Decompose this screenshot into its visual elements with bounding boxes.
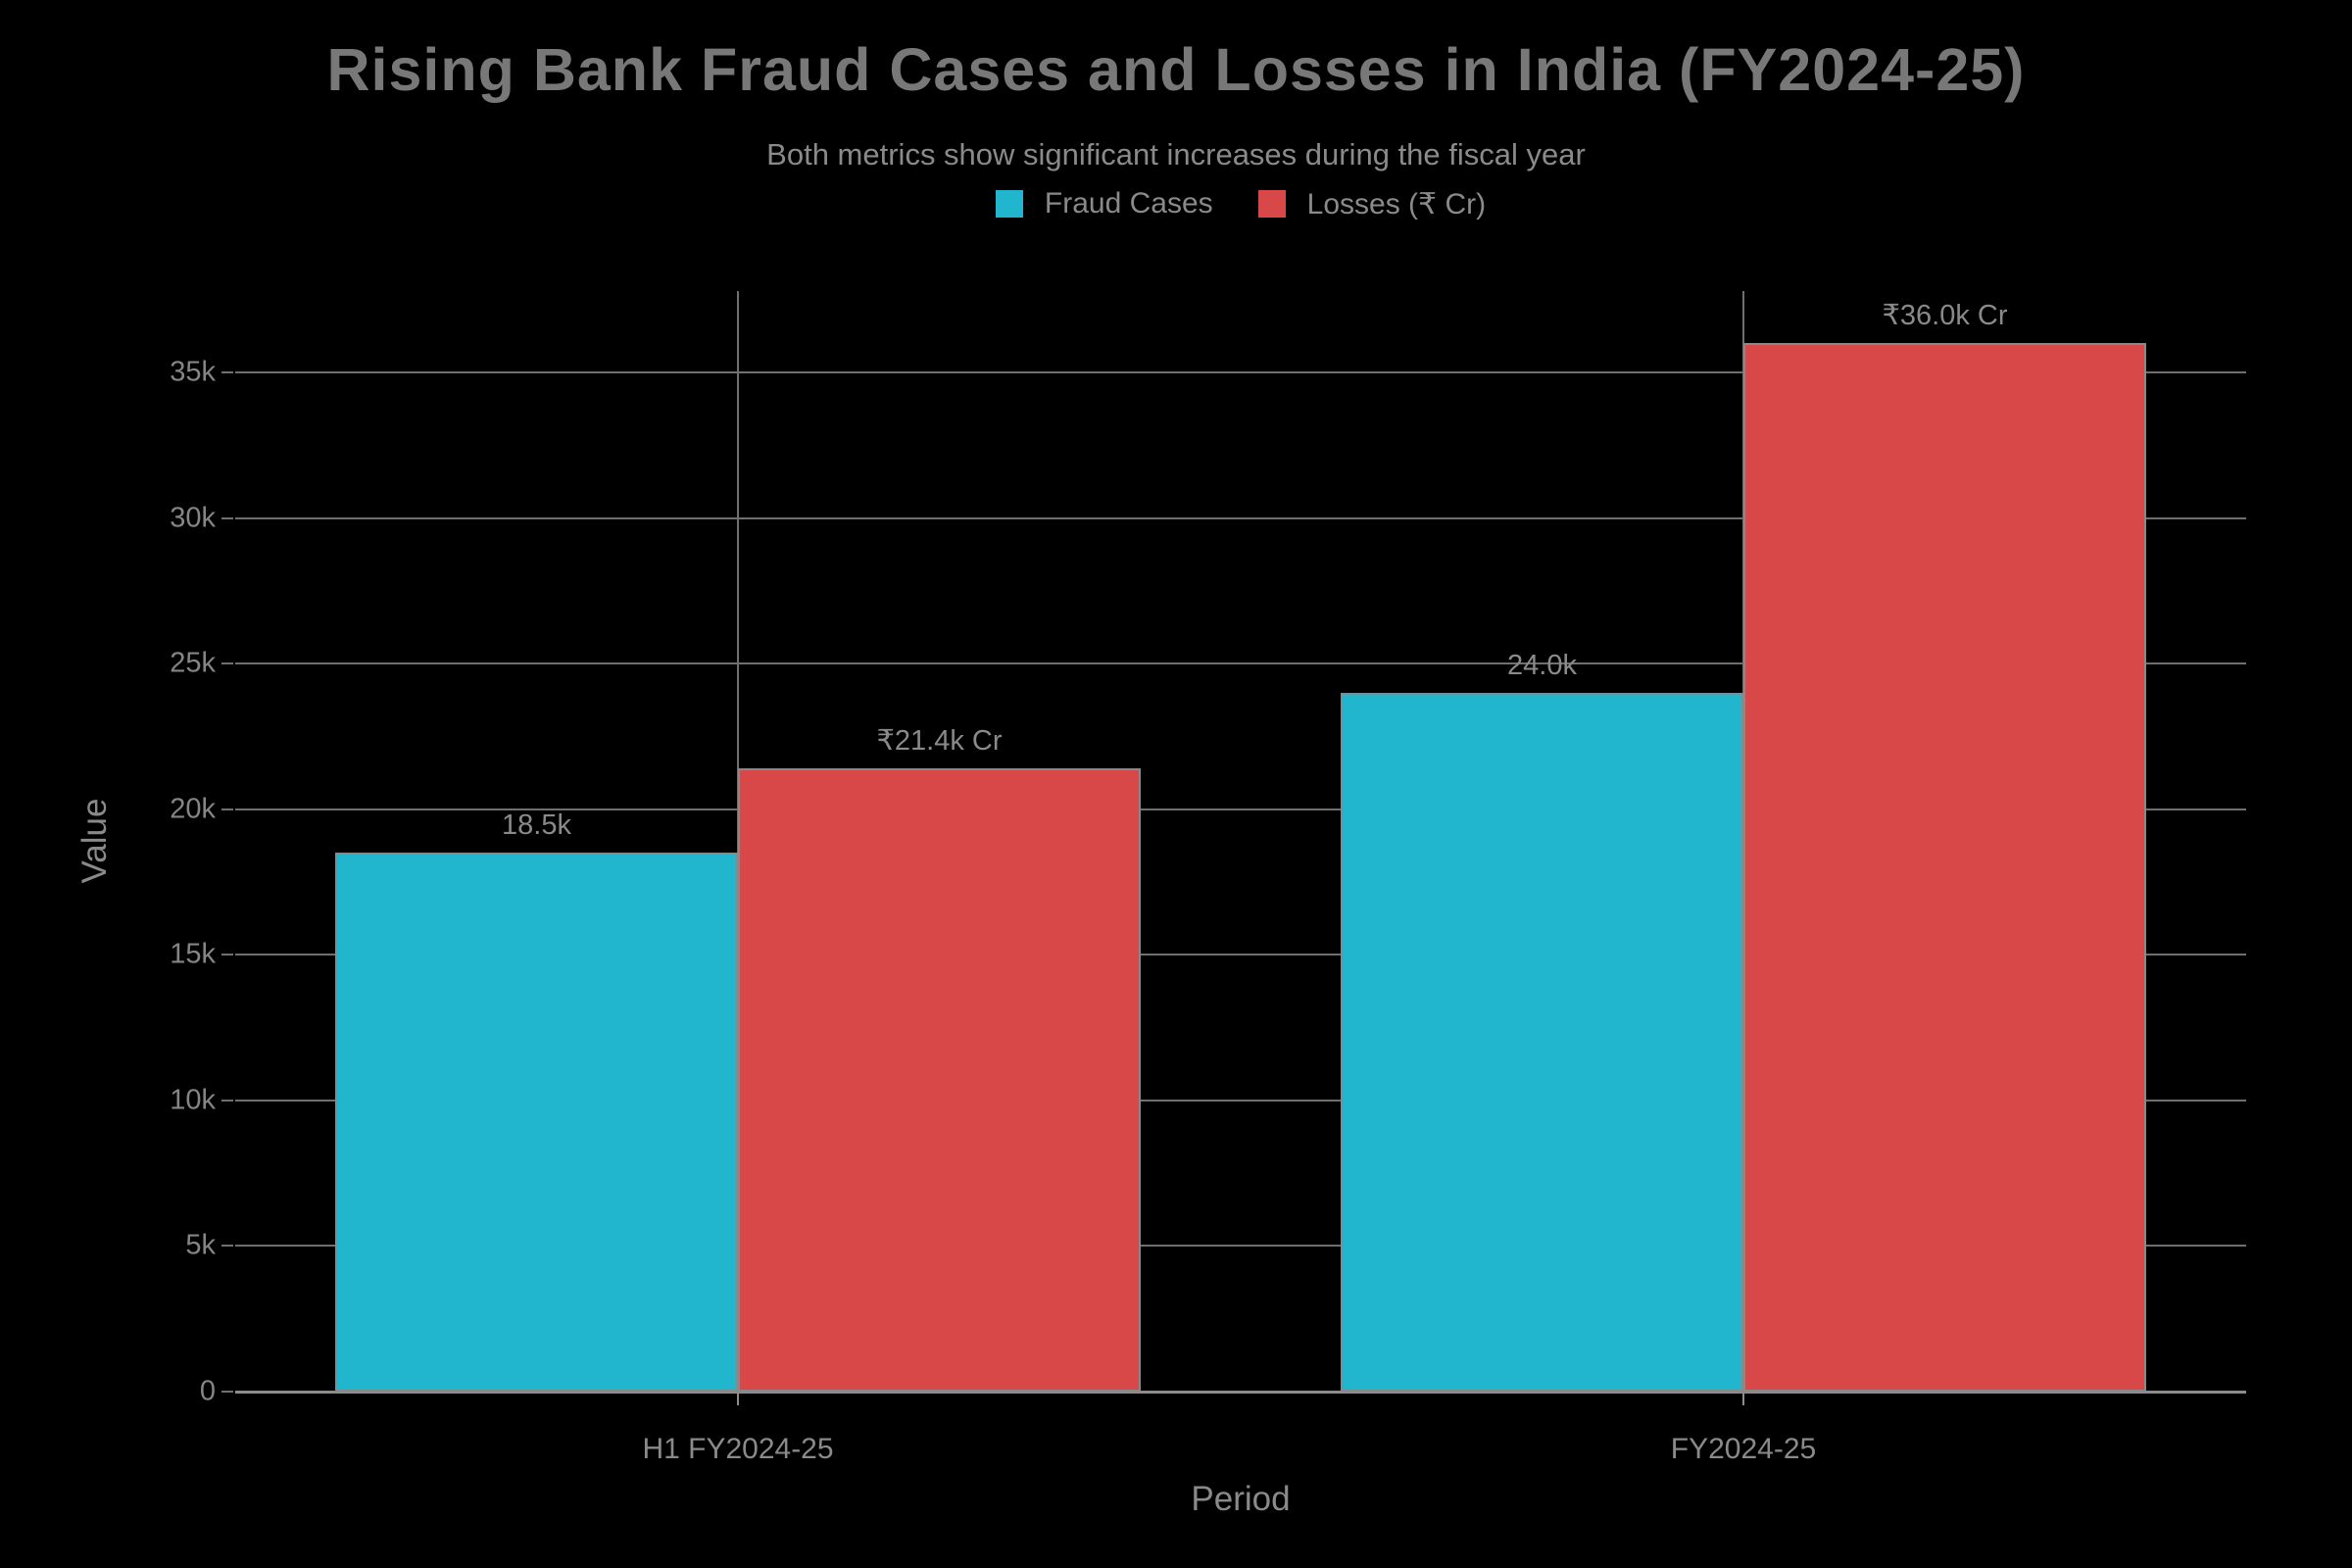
x-axis-title: Period — [1191, 1480, 1291, 1518]
bar-value-label: ₹36.0k Cr — [1882, 300, 2008, 332]
y-tick-label[interactable]: 20k — [170, 793, 216, 825]
y-gridline — [235, 1245, 2246, 1248]
y-tick-mark — [221, 516, 233, 519]
y-tick-mark — [221, 1245, 233, 1248]
y-gridline — [235, 371, 2246, 374]
bar-fraud-cases — [335, 853, 738, 1392]
y-tick-mark — [221, 1099, 233, 1102]
y-tick-label[interactable]: 5k — [185, 1229, 216, 1261]
legend-item-fraud-cases[interactable]: Fraud Cases — [995, 187, 1213, 220]
bar-value-label: ₹21.4k Cr — [876, 725, 1003, 758]
legend: Fraud Cases Losses (₹ Cr) — [235, 184, 2246, 223]
y-tick-label[interactable]: 10k — [170, 1084, 216, 1116]
x-tick-label[interactable]: FY2024-25 — [1670, 1433, 1817, 1465]
y-gridline — [235, 808, 2246, 810]
legend-item-losses[interactable]: Losses (₹ Cr) — [1257, 187, 1487, 221]
y-tick-mark — [221, 1391, 233, 1393]
y-tick-mark — [221, 371, 233, 374]
y-tick-mark — [221, 954, 233, 956]
y-tick-mark — [221, 808, 233, 810]
y-gridline — [235, 516, 2246, 519]
y-gridline — [235, 662, 2246, 665]
y-tick-label[interactable]: 15k — [170, 938, 216, 970]
y-tick-label[interactable]: 35k — [170, 356, 216, 388]
losses-swatch-icon — [1257, 190, 1286, 218]
chart-title: Rising Bank Fraud Cases and Losses in In… — [326, 36, 2026, 103]
legend-label: Losses (₹ Cr) — [1306, 187, 1487, 220]
bar-value-label: 18.5k — [502, 809, 571, 842]
y-tick-mark — [221, 662, 233, 665]
bar-losses-cr- — [1743, 343, 2146, 1392]
bar-value-label: 24.0k — [1507, 649, 1577, 681]
y-gridline — [235, 1099, 2246, 1102]
chart-subtitle: Both metrics show significant increases … — [766, 137, 1586, 172]
y-tick-label[interactable]: 25k — [170, 647, 216, 679]
y-tick-label[interactable]: 0 — [199, 1375, 216, 1407]
y-gridline — [235, 954, 2246, 956]
bar-fraud-cases — [1341, 692, 1743, 1392]
x-axis-line — [235, 1391, 2246, 1394]
x-tick-label[interactable]: H1 FY2024-25 — [642, 1433, 834, 1465]
y-tick-label[interactable]: 30k — [170, 502, 216, 534]
bar-losses-cr- — [738, 768, 1141, 1392]
x-tick-mark — [737, 1394, 739, 1405]
x-tick-mark — [1742, 1394, 1744, 1405]
fraud-cases-swatch-icon — [995, 190, 1023, 218]
legend-label: Fraud Cases — [1044, 187, 1213, 220]
